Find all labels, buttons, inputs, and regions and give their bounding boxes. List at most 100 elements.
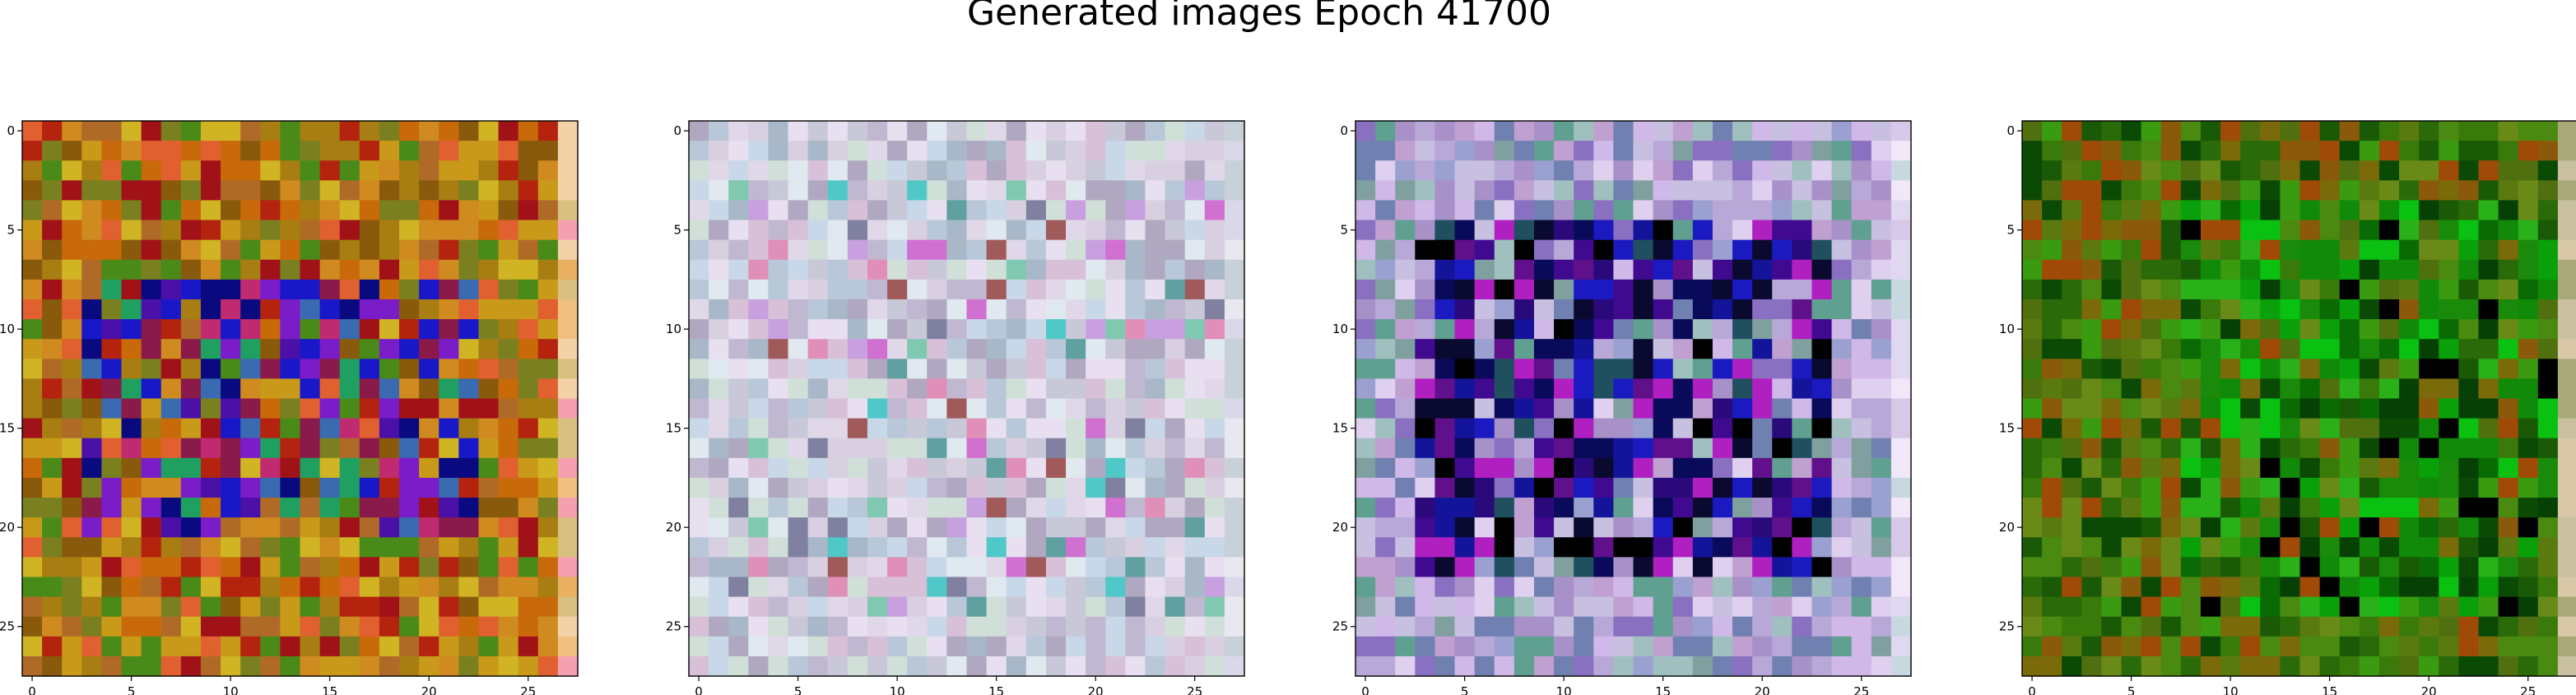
pixel-cell bbox=[1125, 616, 1146, 637]
pixel-cell bbox=[1792, 141, 1813, 161]
pixel-cell bbox=[557, 398, 579, 419]
pixel-cell bbox=[2299, 180, 2321, 202]
pixel-cell bbox=[2280, 160, 2301, 181]
pixel-cell bbox=[1395, 180, 1416, 202]
pixel-cell bbox=[1772, 121, 1793, 141]
pixel-cell bbox=[1514, 180, 1535, 202]
pixel-cell bbox=[62, 141, 82, 161]
pixel-cell bbox=[1494, 239, 1515, 261]
pixel-cell bbox=[689, 259, 709, 280]
pixel-cell bbox=[1574, 577, 1594, 598]
pixel-cell bbox=[748, 438, 770, 459]
pixel-cell bbox=[200, 319, 221, 340]
pixel-cell bbox=[1355, 457, 1376, 479]
pixel-cell bbox=[2220, 279, 2241, 300]
pixel-cell bbox=[2518, 498, 2539, 518]
pixel-cell bbox=[1165, 656, 1186, 677]
pixel-cell bbox=[2081, 378, 2103, 400]
pixel-cell bbox=[1165, 200, 1186, 221]
pixel-cell bbox=[439, 477, 459, 498]
pixel-cell bbox=[1593, 259, 1614, 280]
pixel-cell bbox=[2042, 141, 2062, 161]
pixel-grid bbox=[1355, 121, 1912, 677]
pixel-cell bbox=[1105, 457, 1126, 479]
pixel-cell bbox=[498, 498, 519, 518]
pixel-cell bbox=[827, 517, 849, 538]
pixel-cell bbox=[2180, 239, 2202, 261]
pixel-cell bbox=[399, 656, 420, 677]
pixel-cell bbox=[1811, 220, 1833, 241]
pixel-cell bbox=[689, 121, 709, 141]
pixel-cell bbox=[2378, 438, 2400, 459]
pixel-cell bbox=[458, 537, 480, 558]
pixel-cell bbox=[2260, 517, 2281, 538]
pixel-cell bbox=[1871, 200, 1892, 221]
pixel-cell bbox=[768, 577, 789, 598]
pixel-cell bbox=[1554, 180, 1574, 202]
pixel-cell bbox=[2557, 498, 2576, 518]
pixel-cell bbox=[966, 498, 988, 518]
pixel-cell bbox=[1204, 656, 1225, 677]
pixel-cell bbox=[180, 121, 202, 141]
pixel-cell bbox=[927, 577, 947, 598]
pixel-cell bbox=[200, 438, 221, 459]
pixel-cell bbox=[1454, 141, 1476, 161]
pixel-cell bbox=[62, 319, 82, 340]
pixel-cell bbox=[2458, 299, 2480, 320]
pixel-cell bbox=[986, 577, 1007, 598]
pixel-cell bbox=[1514, 616, 1535, 637]
pixel-cell bbox=[2557, 418, 2576, 439]
pixel-cell bbox=[2299, 259, 2321, 280]
pixel-cell bbox=[221, 299, 241, 320]
pixel-cell bbox=[200, 220, 221, 241]
pixel-cell bbox=[1672, 378, 1694, 400]
pixel-cell bbox=[2062, 636, 2082, 657]
pixel-cell bbox=[2121, 160, 2142, 181]
pixel-cell bbox=[887, 636, 908, 657]
pixel-cell bbox=[260, 477, 281, 498]
pixel-cell bbox=[2419, 636, 2439, 657]
pixel-cell bbox=[1025, 517, 1047, 538]
pixel-cell bbox=[927, 498, 947, 518]
pixel-cell bbox=[478, 359, 500, 379]
pixel-cell bbox=[986, 279, 1007, 300]
pixel-cell bbox=[1165, 359, 1186, 379]
pixel-cell bbox=[1514, 121, 1535, 141]
pixel-cell bbox=[2537, 279, 2559, 300]
pixel-cell bbox=[1554, 438, 1574, 459]
pixel-cell bbox=[907, 418, 928, 439]
pixel-cell bbox=[359, 121, 380, 141]
pixel-cell bbox=[1574, 616, 1594, 637]
pixel-cell bbox=[478, 220, 500, 241]
pixel-cell bbox=[1045, 259, 1067, 280]
pixel-cell bbox=[2419, 220, 2439, 241]
pixel-cell bbox=[847, 220, 868, 241]
pixel-cell bbox=[2180, 636, 2202, 657]
pixel-cell bbox=[1692, 636, 1713, 657]
pixel-cell bbox=[2537, 359, 2559, 379]
pixel-cell bbox=[1474, 378, 1495, 400]
pixel-cell bbox=[1692, 537, 1713, 558]
pixel-cell bbox=[42, 616, 63, 637]
pixel-cell bbox=[1554, 359, 1574, 379]
pixel-cell bbox=[221, 477, 241, 498]
pixel-cell bbox=[1204, 319, 1225, 340]
pixel-cell bbox=[260, 537, 281, 558]
pixel-cell bbox=[62, 656, 82, 677]
pixel-cell bbox=[62, 477, 82, 498]
pixel-cell bbox=[1890, 438, 1912, 459]
pixel-cell bbox=[260, 616, 281, 637]
pixel-cell bbox=[200, 339, 221, 359]
pixel-cell bbox=[2042, 537, 2062, 558]
pixel-cell bbox=[1574, 418, 1594, 439]
pixel-cell bbox=[1066, 656, 1086, 677]
pixel-cell bbox=[2260, 339, 2281, 359]
pixel-cell bbox=[768, 121, 789, 141]
pixel-cell bbox=[2101, 398, 2123, 419]
pixel-cell bbox=[2062, 537, 2082, 558]
pixel-cell bbox=[1752, 616, 1773, 637]
pixel-cell bbox=[887, 656, 908, 677]
pixel-cell bbox=[2378, 537, 2400, 558]
pixel-cell bbox=[2419, 457, 2439, 479]
pixel-cell bbox=[1653, 180, 1674, 202]
